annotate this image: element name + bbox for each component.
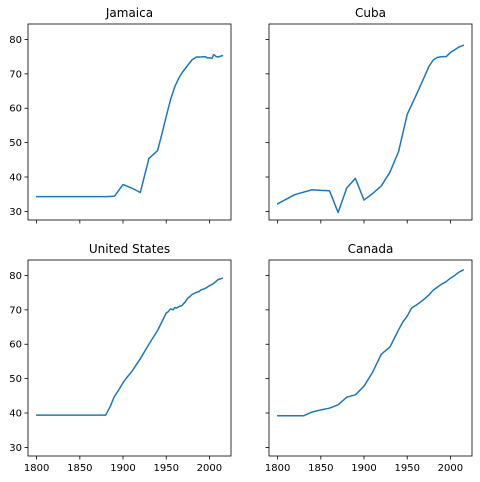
subplot-canada: Canada 1800 1850 1900 1950 2000 [265, 242, 473, 474]
y-tick-label: 80 [9, 35, 22, 46]
x-tick-label: 2000 [197, 463, 222, 474]
y-tick-label: 60 [9, 340, 22, 351]
x-tick-label: 1850 [308, 463, 333, 474]
subplot-cuba: Cuba [265, 6, 473, 224]
x-tick-label: 1800 [24, 463, 49, 474]
series-line-jamaica [35, 53, 224, 198]
y-tick-label: 70 [9, 305, 22, 316]
axes-frame [268, 259, 473, 457]
subplot-title: Canada [348, 242, 394, 256]
x-tick-label: 2000 [438, 463, 463, 474]
y-tick-label: 80 [9, 271, 22, 282]
y-tick-label: 40 [9, 409, 22, 420]
x-tick-label: 1950 [394, 463, 419, 474]
y-tick-label: 70 [9, 69, 22, 80]
series-line-united-states [35, 277, 224, 416]
axes-frame [27, 259, 232, 457]
y-tick-label: 50 [9, 374, 22, 385]
axes-frame [27, 23, 232, 221]
series-line-cuba [276, 44, 465, 214]
subplot-title: Jamaica [105, 6, 153, 20]
axes-frame [268, 23, 473, 221]
x-tick-label: 1850 [67, 463, 92, 474]
series-line-canada [276, 269, 465, 417]
y-tick-label: 30 [9, 443, 22, 454]
y-tick-label: 40 [9, 173, 22, 184]
x-tick-label: 1950 [153, 463, 178, 474]
subplot-jamaica: Jamaica 30 40 50 60 70 80 [9, 6, 232, 224]
x-tick-label: 1900 [351, 463, 376, 474]
subplot-united-states: United States 1800 1850 1900 1950 2000 30 40 50 6… [9, 242, 232, 474]
subplot-title: United States [89, 242, 170, 256]
x-tick-label: 1800 [265, 463, 290, 474]
y-tick-label: 50 [9, 138, 22, 149]
y-tick-label: 30 [9, 207, 22, 218]
x-tick-label: 1900 [110, 463, 135, 474]
subplot-title: Cuba [355, 6, 386, 20]
y-tick-label: 60 [9, 104, 22, 115]
